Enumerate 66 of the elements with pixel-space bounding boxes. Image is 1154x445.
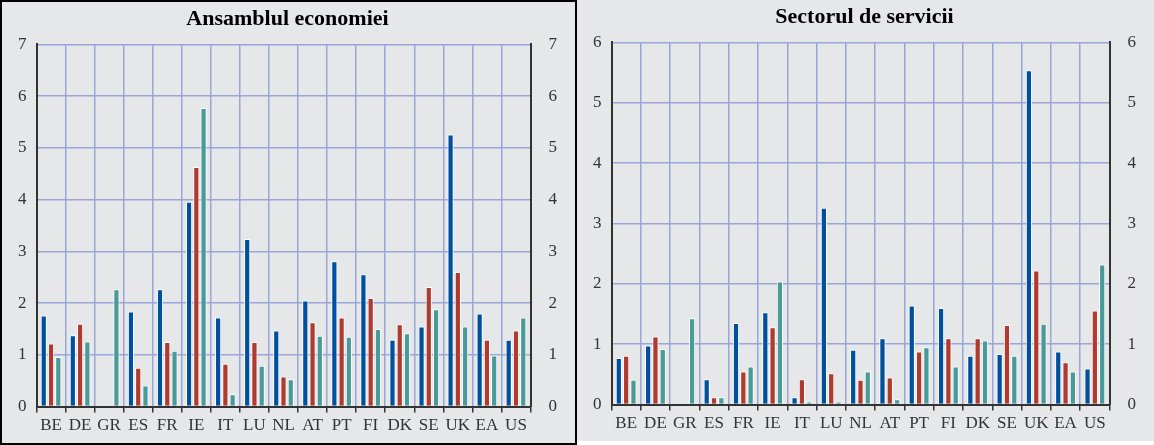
x-tick-label: SE bbox=[418, 415, 439, 435]
x-tick-label: LU bbox=[243, 415, 266, 435]
x-tick-label: LU bbox=[819, 413, 843, 433]
y2-tick-label: 2 bbox=[1127, 273, 1136, 293]
x-tick-label: DK bbox=[387, 415, 413, 435]
y-tick-label: 4 bbox=[593, 152, 602, 172]
x-tick-label: FI bbox=[363, 415, 379, 435]
y2-tick-label: 1 bbox=[548, 344, 557, 364]
x-tick-label: NL bbox=[272, 415, 295, 435]
x-tick-label: ES bbox=[704, 413, 724, 433]
y2-tick-label: 3 bbox=[1127, 212, 1136, 232]
x-tick-label: ES bbox=[128, 415, 149, 435]
chart-title: Ansamblul economiei bbox=[186, 4, 389, 30]
y-tick-label: 4 bbox=[18, 189, 27, 209]
chart-title: Sectorul de servicii bbox=[775, 2, 954, 28]
y-tick-label: 7 bbox=[18, 33, 27, 53]
y2-tick-label: 6 bbox=[548, 85, 557, 105]
x-tick-label: NL bbox=[849, 413, 872, 433]
x-tick-label: DK bbox=[965, 413, 991, 433]
y2-tick-label: 6 bbox=[1127, 31, 1136, 51]
x-tick-label: BE bbox=[40, 415, 62, 435]
y2-tick-label: 3 bbox=[548, 240, 557, 260]
x-tick-label: GR bbox=[672, 413, 698, 433]
x-tick-label: PT bbox=[909, 413, 930, 433]
x-tick-label: SE bbox=[997, 413, 1017, 433]
x-tick-label: EA bbox=[1054, 413, 1078, 433]
y2-tick-label: 2 bbox=[548, 292, 557, 312]
y2-tick-label: 5 bbox=[1127, 92, 1136, 112]
y-tick-label: 5 bbox=[18, 137, 27, 157]
x-tick-label: EA bbox=[475, 415, 499, 435]
x-tick-label: GR bbox=[97, 415, 122, 435]
x-tick-label: IE bbox=[764, 413, 781, 433]
y-tick-label: 3 bbox=[18, 240, 27, 260]
x-tick-label: IE bbox=[188, 415, 205, 435]
y2-tick-label: 4 bbox=[548, 189, 558, 209]
x-tick-label: FR bbox=[156, 415, 179, 435]
x-tick-label: US bbox=[1083, 413, 1106, 433]
x-tick-label: IT bbox=[793, 413, 811, 433]
x-tick-label: US bbox=[505, 415, 527, 435]
y-tick-label: 3 bbox=[593, 212, 602, 232]
y2-tick-label: 5 bbox=[548, 137, 557, 157]
x-tick-label: UK bbox=[445, 415, 471, 435]
y-tick-label: 1 bbox=[593, 333, 602, 353]
x-tick-label: BE bbox=[615, 413, 638, 433]
x-tick-label: PT bbox=[331, 415, 353, 435]
y-tick-label: 6 bbox=[593, 31, 602, 51]
y-tick-label: 6 bbox=[18, 85, 27, 105]
y2-tick-label: 0 bbox=[548, 396, 557, 416]
y2-tick-label: 7 bbox=[548, 33, 558, 53]
x-tick-label: DE bbox=[644, 413, 667, 433]
x-tick-label: FI bbox=[940, 413, 957, 433]
y-tick-label: 2 bbox=[593, 273, 602, 293]
y2-tick-label: 4 bbox=[1127, 152, 1137, 172]
y-tick-label: 2 bbox=[18, 292, 27, 312]
y-tick-label: 0 bbox=[593, 394, 602, 414]
x-tick-label: FR bbox=[732, 413, 755, 433]
y-tick-label: 5 bbox=[593, 92, 602, 112]
x-tick-label: UK bbox=[1023, 413, 1050, 433]
x-tick-label: IT bbox=[217, 415, 235, 435]
y2-tick-label: 0 bbox=[1127, 394, 1136, 414]
y2-tick-label: 1 bbox=[1127, 333, 1136, 353]
y-tick-label: 0 bbox=[18, 396, 27, 416]
y-tick-label: 1 bbox=[18, 344, 27, 364]
x-tick-label: DE bbox=[68, 415, 92, 435]
x-tick-label: AT bbox=[879, 413, 901, 433]
x-tick-label: AT bbox=[302, 415, 324, 435]
